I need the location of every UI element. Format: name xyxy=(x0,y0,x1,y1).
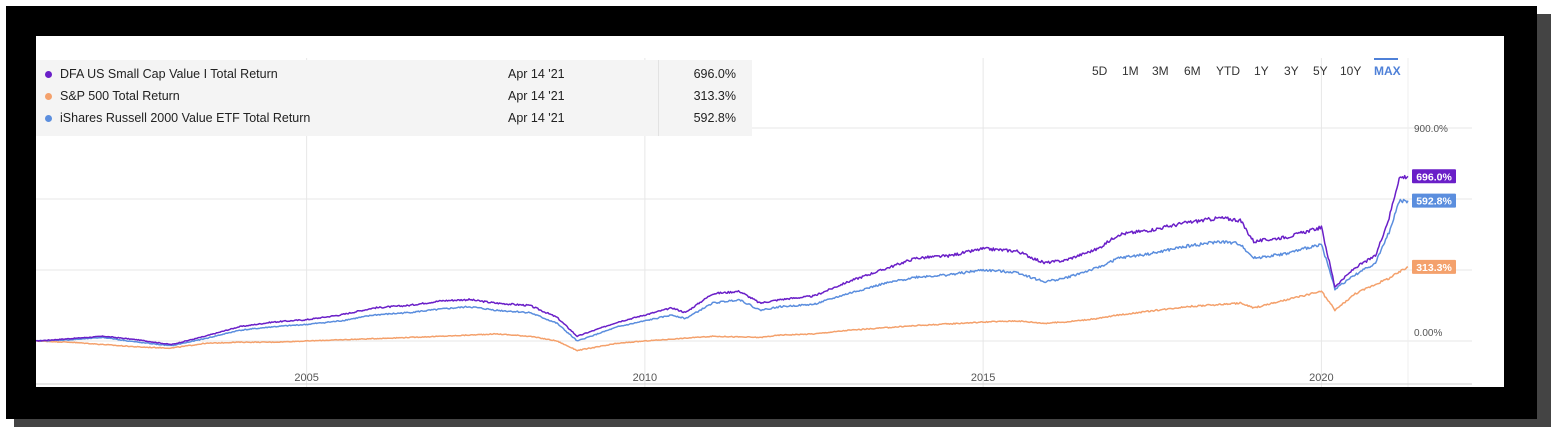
series-badge xyxy=(1412,193,1456,208)
series-badge-label: 592.8% xyxy=(1416,196,1452,208)
legend-date: Apr 14 '21 xyxy=(508,67,565,81)
x-tick-label: 2010 xyxy=(633,372,657,384)
frame-shadow-bottom xyxy=(14,419,1551,427)
legend-dot-dfa xyxy=(45,71,52,78)
series-line-2 xyxy=(36,198,1409,347)
legend-date: Apr 14 '21 xyxy=(508,111,565,125)
x-tick-label: 2015 xyxy=(971,372,995,384)
legend-name: DFA US Small Cap Value I Total Return xyxy=(60,67,278,81)
line-chart[interactable]: 2005201020152020900.0%0.00%600.0%696.0%3… xyxy=(36,36,1504,387)
legend-name: iShares Russell 2000 Value ETF Total Ret… xyxy=(60,111,311,125)
range-3m-button[interactable]: 3M xyxy=(1152,64,1169,78)
range-10y-button[interactable]: 10Y xyxy=(1340,64,1362,78)
range-5d-button[interactable]: 5D xyxy=(1092,64,1108,78)
legend-row-dfa[interactable]: DFA US Small Cap Value I Total Return Ap… xyxy=(36,64,752,85)
series-line-0 xyxy=(36,174,1409,346)
y-tick-label: 0.00% xyxy=(1414,328,1442,339)
legend-divider xyxy=(658,60,659,136)
series-badge xyxy=(1412,169,1456,184)
range-ytd-button[interactable]: YTD xyxy=(1216,64,1240,78)
x-tick-label: 2020 xyxy=(1309,372,1333,384)
series-badge-label: 313.3% xyxy=(1416,262,1452,274)
series-line-1 xyxy=(36,266,1409,352)
legend-name: S&P 500 Total Return xyxy=(60,89,180,103)
legend-date: Apr 14 '21 xyxy=(508,89,565,103)
legend: DFA US Small Cap Value I Total Return Ap… xyxy=(36,60,752,136)
range-6m-button[interactable]: 6M xyxy=(1184,64,1201,78)
series-badge-label: 696.0% xyxy=(1416,171,1452,183)
legend-row-sp500[interactable]: S&P 500 Total Return Apr 14 '21 313.3% xyxy=(36,86,752,107)
legend-value: 592.8% xyxy=(693,111,736,125)
x-tick-label: 2005 xyxy=(294,372,318,384)
chart-panel: 2005201020152020900.0%0.00%600.0%696.0%3… xyxy=(36,36,1504,387)
legend-value: 313.3% xyxy=(693,89,736,103)
frame-shadow xyxy=(1537,14,1551,427)
range-1m-button[interactable]: 1M xyxy=(1122,64,1139,78)
range-max-button[interactable]: MAX xyxy=(1374,64,1401,78)
range-5y-button[interactable]: 5Y xyxy=(1313,64,1328,78)
legend-value: 696.0% xyxy=(693,67,736,81)
legend-dot-iwn xyxy=(45,115,52,122)
legend-row-iwn[interactable]: iShares Russell 2000 Value ETF Total Ret… xyxy=(36,108,752,129)
active-range-indicator xyxy=(1374,58,1398,60)
y-tick-label: 900.0% xyxy=(1414,124,1448,135)
range-3y-button[interactable]: 3Y xyxy=(1284,64,1299,78)
legend-dot-sp500 xyxy=(45,93,52,100)
range-1y-button[interactable]: 1Y xyxy=(1254,64,1269,78)
series-badge xyxy=(1412,259,1456,274)
